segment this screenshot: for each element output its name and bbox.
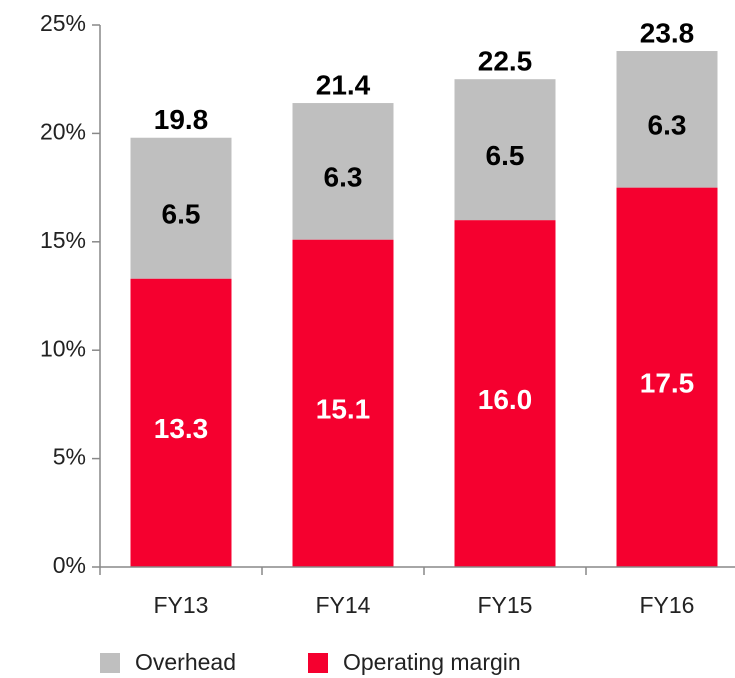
y-tick-label: 15%: [40, 227, 86, 253]
value-label: 6.3: [648, 110, 687, 141]
value-label: 6.3: [324, 162, 363, 193]
y-tick-label: 20%: [40, 118, 86, 144]
total-label: 19.8: [154, 104, 209, 135]
legend-swatch: [100, 653, 120, 673]
bar-segment: [130, 278, 232, 567]
value-label: 15.1: [316, 394, 371, 425]
x-tick-label: FY16: [640, 592, 695, 618]
value-label: 17.5: [640, 368, 695, 399]
value-label: 16.0: [478, 384, 533, 415]
legend-label: Operating margin: [343, 649, 521, 675]
legend-swatch: [308, 653, 328, 673]
value-label: 6.5: [162, 199, 201, 230]
legend-label: Overhead: [135, 649, 236, 675]
bar-segment: [616, 187, 718, 567]
bar-segment: [616, 51, 718, 188]
y-tick-label: 10%: [40, 335, 86, 361]
total-label: 23.8: [640, 17, 695, 48]
total-label: 22.5: [478, 46, 533, 77]
y-tick-label: 0%: [53, 552, 86, 578]
bar-segment: [454, 79, 556, 221]
x-tick-label: FY15: [478, 592, 533, 618]
total-label: 21.4: [316, 69, 371, 100]
bar-segment: [454, 220, 556, 567]
value-label: 6.5: [486, 140, 525, 171]
y-tick-label: 5%: [53, 444, 86, 470]
y-tick-label: 25%: [40, 10, 86, 36]
value-label: 13.3: [154, 413, 209, 444]
bar-segment: [292, 103, 394, 240]
x-tick-label: FY14: [316, 592, 371, 618]
bar-segment: [292, 239, 394, 567]
x-tick-label: FY13: [154, 592, 209, 618]
bar-segment: [130, 137, 232, 279]
